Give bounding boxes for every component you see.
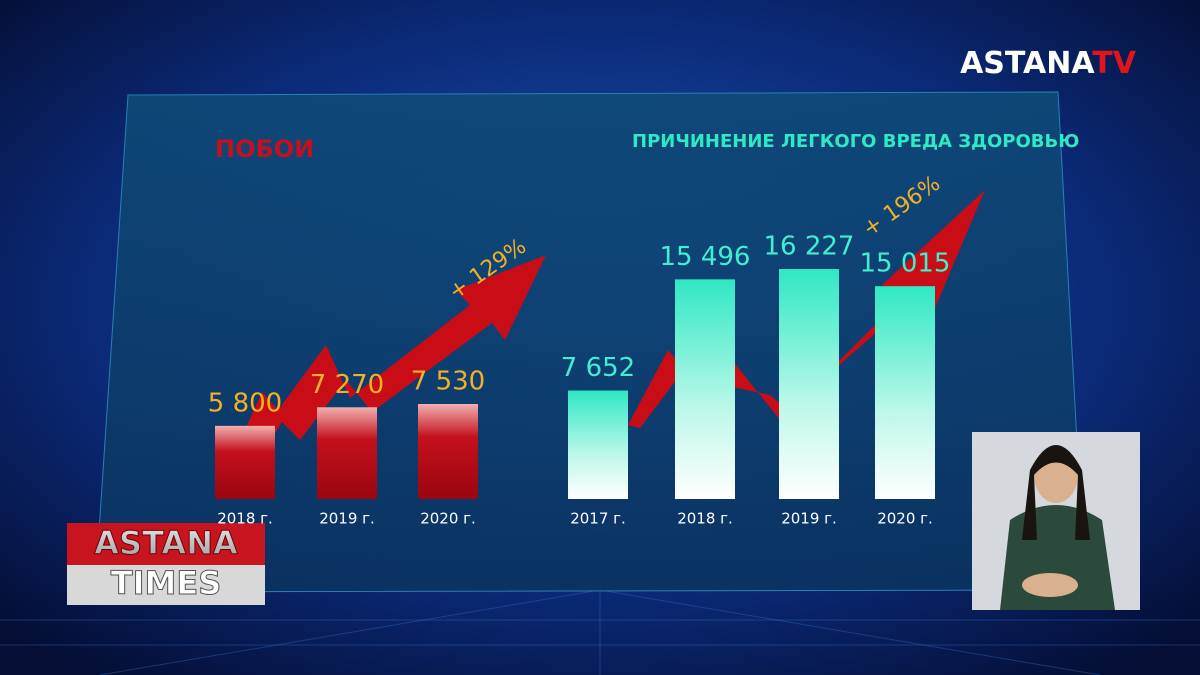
bar [317, 407, 377, 499]
bar [875, 286, 935, 499]
channel-logo: ASTANATV [960, 46, 1137, 81]
bar [418, 404, 478, 499]
chart-title: ПРИЧИНЕНИЕ ЛЕГКОГО ВРЕДА ЗДОРОВЬЮ [632, 131, 1079, 152]
x-tick-label: 2020 г. [877, 510, 933, 528]
value-label: 7 270 [310, 370, 384, 400]
x-tick-label: 2018 г. [677, 510, 733, 528]
bar [675, 279, 735, 499]
arrow [228, 255, 546, 478]
show-name: TIMES [111, 564, 221, 602]
logo-main: ASTANA [960, 46, 1095, 81]
bar [779, 269, 839, 499]
sign-interpreter [972, 432, 1140, 610]
x-tick-label: 2019 г. [319, 510, 375, 528]
show-badge-top [67, 523, 265, 565]
x-tick-label: 2019 г. [781, 510, 837, 528]
bar [215, 425, 275, 499]
value-label: 15 015 [860, 249, 951, 279]
show-name: ASTANA [94, 524, 238, 562]
x-tick-label: 2017 г. [570, 510, 626, 528]
value-label: 7 530 [411, 367, 485, 397]
value-label: 15 496 [660, 242, 751, 272]
value-label: 7 652 [561, 353, 635, 383]
x-tick-label: 2020 г. [420, 510, 476, 528]
bar [568, 390, 628, 499]
x-tick-label: 2018 г. [217, 510, 273, 528]
floor-grid [0, 589, 1200, 675]
value-label: 5 800 [208, 388, 282, 418]
value-label: 16 227 [764, 232, 855, 262]
logo-accent: TV [1092, 46, 1136, 81]
chart-title: ПОБОИ [215, 135, 314, 163]
